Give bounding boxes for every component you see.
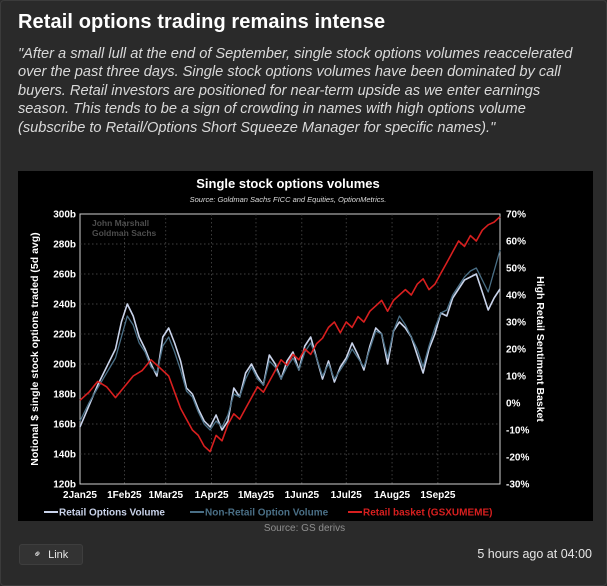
- y2tick-label: 20%: [506, 345, 526, 356]
- xtick-label: 1Sep25: [420, 490, 455, 501]
- plot-area: [79, 213, 501, 485]
- y2tick-label: -30%: [506, 480, 529, 491]
- post-title: Retail options trading remains intense: [18, 11, 386, 33]
- y2tick-label: 40%: [506, 291, 526, 302]
- series-line-2: [79, 216, 501, 453]
- y2tick-label: 0%: [506, 399, 521, 410]
- y2-axis-label: High Retail Sentiment Basket: [534, 276, 546, 422]
- xtick-label: 1Jul25: [331, 490, 363, 501]
- ytick-label: 300b: [53, 210, 76, 221]
- ytick-label: 240b: [53, 300, 76, 311]
- series-line-1: [79, 249, 501, 431]
- y2tick-label: 30%: [506, 318, 526, 329]
- link-button[interactable]: ⚭ Link: [19, 544, 83, 565]
- ytick-label: 260b: [53, 270, 76, 281]
- source-caption: Source: GS derivs: [263, 523, 346, 534]
- ytick-label: 120b: [53, 480, 76, 491]
- y-axis-label: Notional $ single stock options traded (…: [29, 232, 41, 465]
- xtick-label: 1May25: [238, 490, 275, 501]
- ytick-label: 180b: [53, 390, 76, 401]
- ytick-label: 220b: [53, 330, 76, 341]
- y2tick-label: 60%: [506, 237, 526, 248]
- xtick-label: 1Aug25: [374, 490, 411, 501]
- chart-title: Single stock options volumes: [196, 176, 379, 191]
- legend-label: Retail basket (GSXUMEME): [363, 508, 492, 519]
- y2tick-label: 70%: [506, 210, 526, 221]
- watermark-text: John Marshall: [92, 218, 149, 228]
- y2tick-label: 50%: [506, 264, 526, 275]
- y2tick-label: -10%: [506, 426, 529, 437]
- xtick-label: 2Jan25: [63, 490, 97, 501]
- xtick-label: 1Mar25: [149, 490, 184, 501]
- timestamp: 5 hours ago at 04:00: [477, 547, 592, 561]
- link-icon: ⚭: [31, 547, 45, 562]
- xtick-label: 1Jun25: [285, 490, 320, 501]
- ytick-label: 200b: [53, 360, 76, 371]
- chart-subtitle: Source: Goldman Sachs FICC and Equities,…: [190, 195, 387, 204]
- legend-label: Non-Retail Option Volume: [205, 508, 329, 519]
- legend-label: Retail Options Volume: [59, 508, 165, 519]
- y2tick-label: -20%: [506, 453, 529, 464]
- post-quote: "After a small lull at the end of Septem…: [18, 46, 573, 136]
- chart-image: Single stock options volumes Source: Gold…: [18, 171, 593, 521]
- ytick-label: 160b: [53, 420, 76, 431]
- y2tick-label: 10%: [506, 372, 526, 383]
- ytick-label: 280b: [53, 240, 76, 251]
- options-volume-chart: Single stock options volumes Source: Gold…: [29, 176, 546, 519]
- link-label: Link: [48, 548, 69, 561]
- xtick-label: 1Apr25: [195, 490, 229, 501]
- watermark-text: Goldman Sachs: [92, 228, 157, 238]
- xtick-label: 1Feb25: [107, 490, 142, 501]
- ytick-label: 140b: [53, 450, 76, 461]
